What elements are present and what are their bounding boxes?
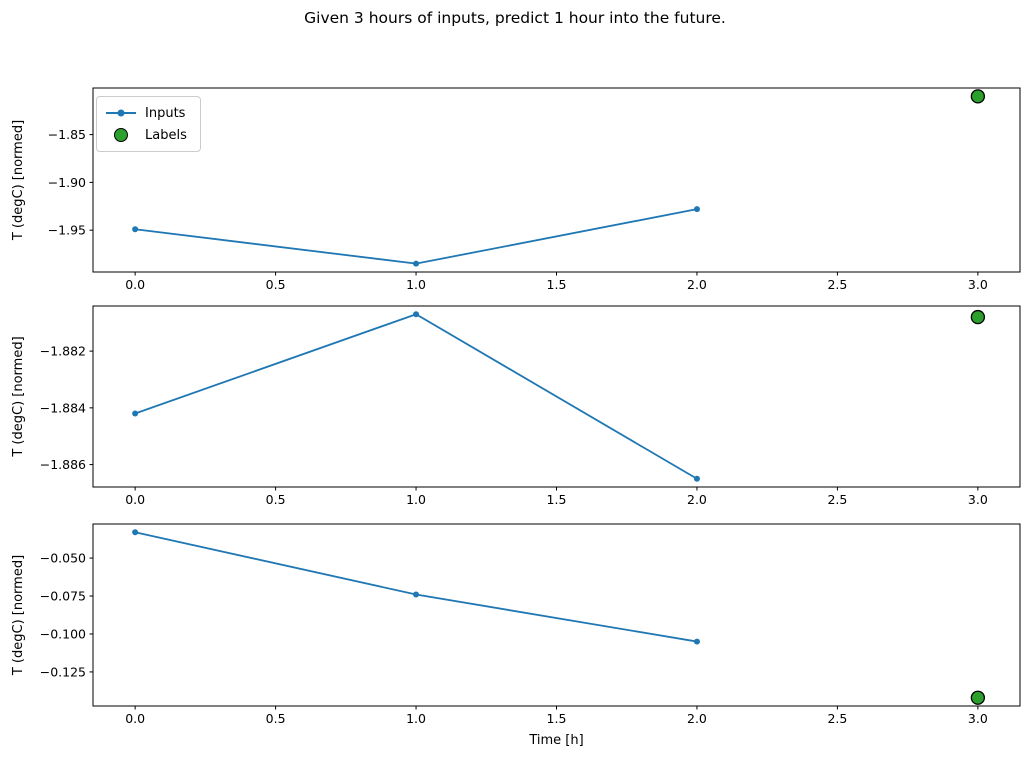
x-tick-label: 3.0 [968,492,988,507]
inputs-line [135,208,698,265]
x-tick-label: 0.5 [266,277,286,292]
inputs-marker [693,206,700,213]
x-tick-label: 1.0 [406,492,426,507]
inputs-marker [413,591,420,598]
labels-swatch-column [105,128,137,142]
labels-point [970,309,986,325]
x-tick-label: 3.0 [968,711,988,726]
inputs-swatch-column [105,109,137,117]
y-tick-label: −1.95 [48,223,86,238]
inputs-marker [132,410,139,417]
inputs-line-icon [106,109,136,117]
legend-item-labels: Labels [105,124,187,146]
axes-frame [92,523,1021,707]
x-tick-label: 2.5 [827,277,847,292]
y-tick-label: −0.075 [40,589,86,604]
y-tick-label: −1.85 [48,127,86,142]
x-tick-label: 2.0 [687,277,707,292]
x-tick-label: 2.0 [687,492,707,507]
subplot-2: 0.0 0.5 1.0 1.5 2.0 2.5 3.0 −1.882 −1.884 −1.886 T… [11,305,1021,507]
x-tick-label: 1.5 [547,711,567,726]
y-tick-label: −1.90 [48,175,86,190]
inputs-marker-icon [117,109,125,117]
y-axis-label: T (degC) [normed] [11,120,26,241]
inputs-marker [132,226,139,233]
y-tick-label: −1.882 [40,344,86,359]
inputs-marker [413,260,420,267]
x-tick-label: 0.0 [125,277,145,292]
y-tick-label: −1.884 [40,400,86,415]
x-axis-label: Time [h] [528,733,583,748]
y-tick-label: −1.886 [40,457,86,472]
subplot-3: 0.0 0.5 1.0 1.5 2.0 2.5 3.0 −0.050 −0.075 −0.100 −… [11,523,1021,748]
x-tick-label: 1.5 [547,492,567,507]
inputs-marker [132,529,139,536]
subplot-1: 0.0 0.5 1.0 1.5 2.0 2.5 3.0 −1.85 −1.90 −1.95 T (d… [11,87,1021,292]
labels-point [970,690,986,705]
inputs-line [134,531,698,643]
legend-item-inputs: Inputs [105,102,187,124]
x-tick-label: 0.0 [125,711,145,726]
y-axis-label: T (degC) [normed] [11,336,26,457]
x-tick-label: 0.0 [125,492,145,507]
inputs-marker [413,311,420,318]
y-tick-label: −0.125 [40,664,86,679]
x-tick-label: 2.5 [827,711,847,726]
x-tick-label: 1.0 [406,277,426,292]
x-tick-label: 2.5 [827,492,847,507]
x-tick-label: 2.0 [687,711,707,726]
x-tick-label: 1.0 [406,711,426,726]
legend: Inputs Labels [96,96,201,152]
inputs-line [134,313,698,480]
y-tick-label: −0.050 [40,551,86,566]
legend-label-inputs: Inputs [145,105,186,121]
y-axis-label: T (degC) [normed] [11,555,26,676]
inputs-marker [693,638,700,645]
x-tick-label: 0.5 [266,492,286,507]
x-tick-label: 1.5 [547,277,567,292]
axes-frame [92,87,1021,273]
labels-point [970,89,986,104]
figure-title: Given 3 hours of inputs, predict 1 hour … [304,9,726,27]
y-tick-label: −0.100 [40,626,86,641]
labels-circle-icon [114,128,128,142]
x-tick-label: 0.5 [266,711,286,726]
x-tick-label: 3.0 [968,277,988,292]
legend-label-labels: Labels [145,127,187,143]
inputs-marker [693,475,700,482]
